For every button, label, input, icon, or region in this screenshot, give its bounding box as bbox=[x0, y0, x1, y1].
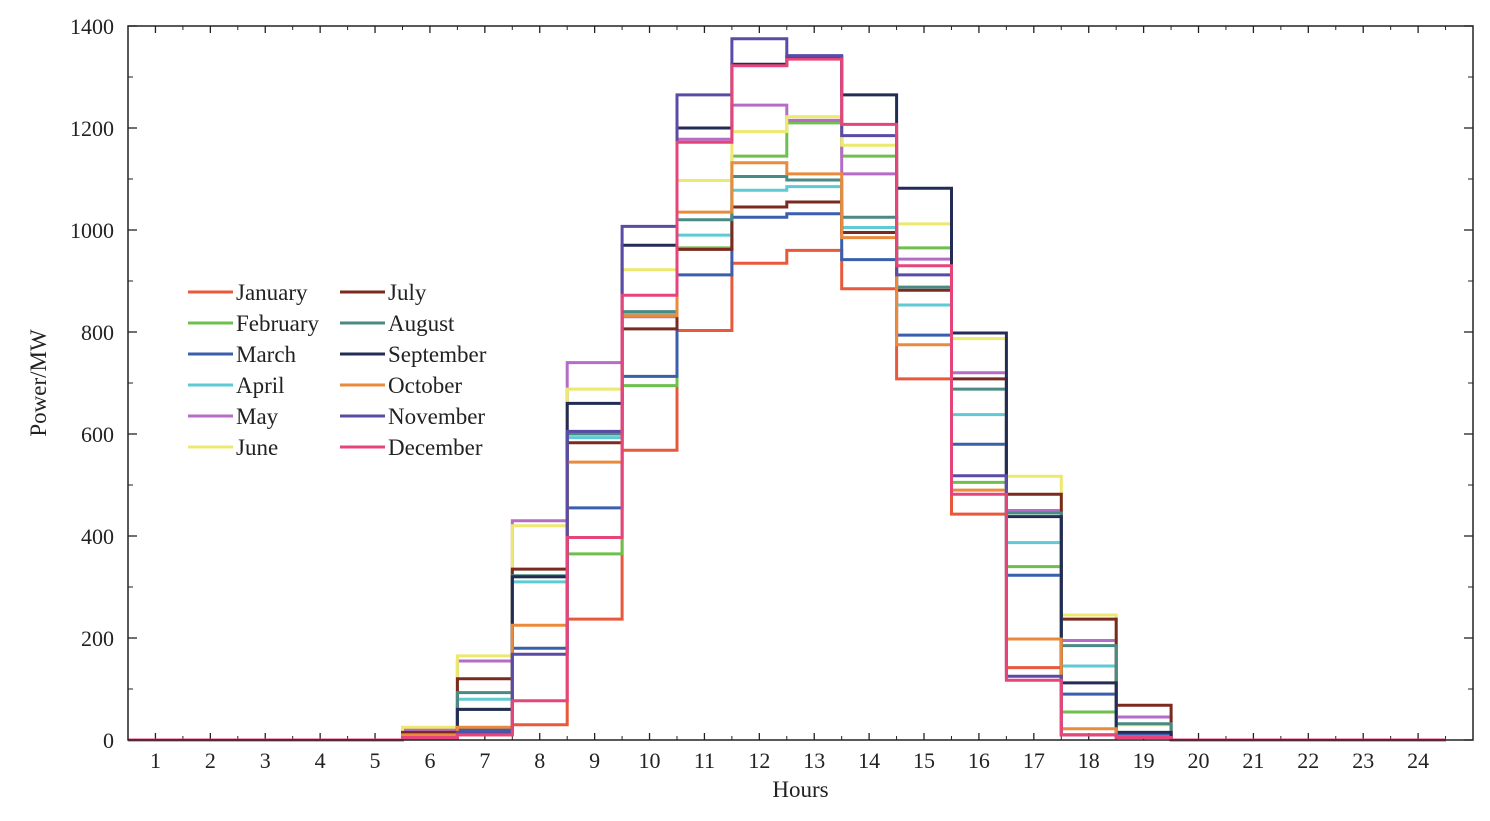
tick-layer bbox=[128, 25, 1473, 741]
y-tick-label: 600 bbox=[81, 422, 114, 447]
series-line-january bbox=[128, 248, 1446, 742]
legend-label-june: June bbox=[236, 435, 278, 460]
x-tick-label: 7 bbox=[479, 748, 490, 773]
x-axis-title: Hours bbox=[772, 777, 828, 802]
series-line-june bbox=[128, 115, 1446, 742]
x-tick-label: 14 bbox=[858, 748, 880, 773]
legend-label-september: September bbox=[388, 342, 487, 367]
x-tick-label: 16 bbox=[968, 748, 990, 773]
x-tick-label: 1 bbox=[150, 748, 161, 773]
legend-label-february: February bbox=[236, 311, 320, 336]
y-tick-label: 0 bbox=[103, 728, 114, 753]
plot-frame bbox=[127, 25, 1474, 741]
x-tick-label: 23 bbox=[1352, 748, 1374, 773]
x-tick-label: 21 bbox=[1242, 748, 1264, 773]
series-line-december bbox=[128, 57, 1446, 742]
legend-label-december: December bbox=[388, 435, 483, 460]
y-tick-label: 800 bbox=[81, 320, 114, 345]
tick-label-layer: 1 2 3 4 5 6 7 8 9 10 11 12 13 14 15 16 17 18 19 20 21 22 23 240… bbox=[70, 14, 1429, 773]
y-tick-label: 1000 bbox=[70, 218, 114, 243]
x-tick-label: 2 bbox=[205, 748, 216, 773]
x-tick-label: 4 bbox=[315, 748, 326, 773]
y-tick-label: 1400 bbox=[70, 14, 114, 39]
legend: January February March April May June July Augu… bbox=[188, 280, 487, 460]
x-tick-label: 9 bbox=[589, 748, 600, 773]
legend-label-may: May bbox=[236, 404, 279, 429]
series-layer bbox=[128, 37, 1446, 742]
legend-label-november: November bbox=[388, 404, 485, 429]
x-tick-label: 5 bbox=[370, 748, 381, 773]
x-tick-label: 15 bbox=[913, 748, 935, 773]
y-tick-label: 200 bbox=[81, 626, 114, 651]
x-tick-label: 24 bbox=[1407, 748, 1429, 773]
x-tick-label: 10 bbox=[639, 748, 661, 773]
x-tick-label: 22 bbox=[1297, 748, 1319, 773]
x-tick-label: 6 bbox=[424, 748, 435, 773]
series-line-september bbox=[128, 55, 1446, 742]
x-tick-label: 18 bbox=[1078, 748, 1100, 773]
legend-label-july: July bbox=[388, 280, 427, 305]
series-line-may bbox=[128, 103, 1446, 742]
y-axis-title: Power/MW bbox=[26, 329, 51, 437]
y-tick-label: 400 bbox=[81, 524, 114, 549]
series-line-april bbox=[128, 185, 1446, 742]
legend-label-april: April bbox=[236, 373, 285, 398]
x-tick-label: 19 bbox=[1133, 748, 1155, 773]
x-tick-label: 3 bbox=[260, 748, 271, 773]
series-line-march bbox=[128, 212, 1446, 742]
x-tick-label: 20 bbox=[1188, 748, 1210, 773]
legend-label-march: March bbox=[236, 342, 297, 367]
x-tick-label: 8 bbox=[534, 748, 545, 773]
x-tick-label: 11 bbox=[694, 748, 715, 773]
x-tick-label: 13 bbox=[803, 748, 825, 773]
legend-label-january: January bbox=[236, 280, 308, 305]
x-tick-label: 12 bbox=[748, 748, 770, 773]
y-tick-label: 1200 bbox=[70, 116, 114, 141]
legend-label-august: August bbox=[388, 311, 455, 336]
series-line-july bbox=[128, 200, 1446, 742]
x-tick-label: 17 bbox=[1023, 748, 1045, 773]
legend-label-october: October bbox=[388, 373, 462, 398]
